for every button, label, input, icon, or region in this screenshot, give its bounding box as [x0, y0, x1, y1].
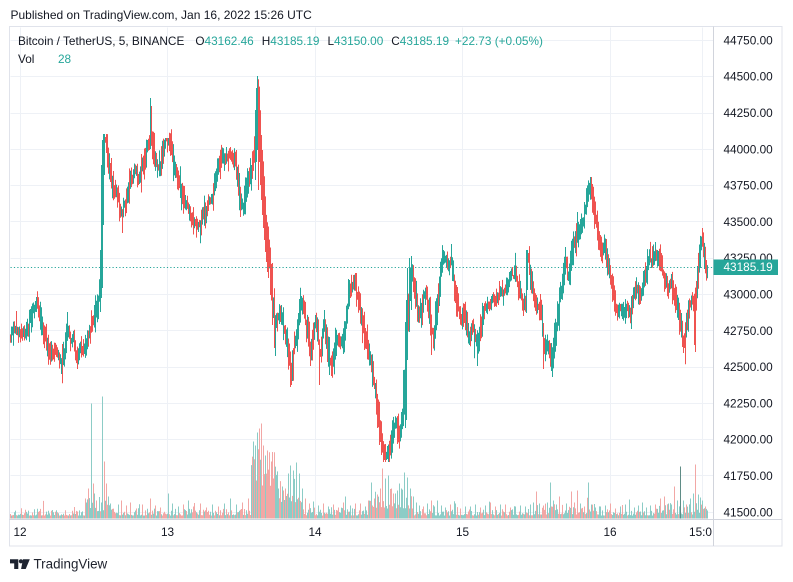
- svg-text:43500.00: 43500.00: [724, 215, 774, 229]
- svg-text:44750.00: 44750.00: [724, 33, 774, 47]
- svg-text:16: 16: [603, 525, 617, 539]
- svg-text:42500.00: 42500.00: [724, 360, 774, 374]
- svg-text:41750.00: 41750.00: [724, 469, 774, 483]
- svg-text:44000.00: 44000.00: [724, 142, 774, 156]
- svg-text:43750.00: 43750.00: [724, 179, 774, 193]
- svg-text:14: 14: [308, 525, 322, 539]
- svg-text:15:00: 15:00: [689, 525, 719, 539]
- svg-text:Vol: Vol: [18, 52, 34, 66]
- svg-text:42750.00: 42750.00: [724, 324, 774, 338]
- svg-text:41500.00: 41500.00: [724, 505, 774, 519]
- svg-text:43185.19: 43185.19: [724, 260, 773, 274]
- svg-text:28: 28: [58, 52, 72, 66]
- svg-text:Published on TradingView.com,: Published on TradingView.com, Jan 16, 20…: [11, 8, 313, 22]
- svg-text:15: 15: [456, 525, 470, 539]
- svg-text:42250.00: 42250.00: [724, 396, 774, 410]
- svg-text:44250.00: 44250.00: [724, 106, 774, 120]
- svg-text:12: 12: [13, 525, 26, 539]
- svg-text:44500.00: 44500.00: [724, 70, 774, 84]
- svg-text:TradingView: TradingView: [34, 557, 108, 572]
- svg-text:43000.00: 43000.00: [724, 288, 774, 302]
- svg-text:13: 13: [161, 525, 175, 539]
- svg-text:42000.00: 42000.00: [724, 433, 774, 447]
- svg-text:Bitcoin / TetherUS, 5, BINANCE: Bitcoin / TetherUS, 5, BINANCE O43162.46 H…: [18, 34, 543, 48]
